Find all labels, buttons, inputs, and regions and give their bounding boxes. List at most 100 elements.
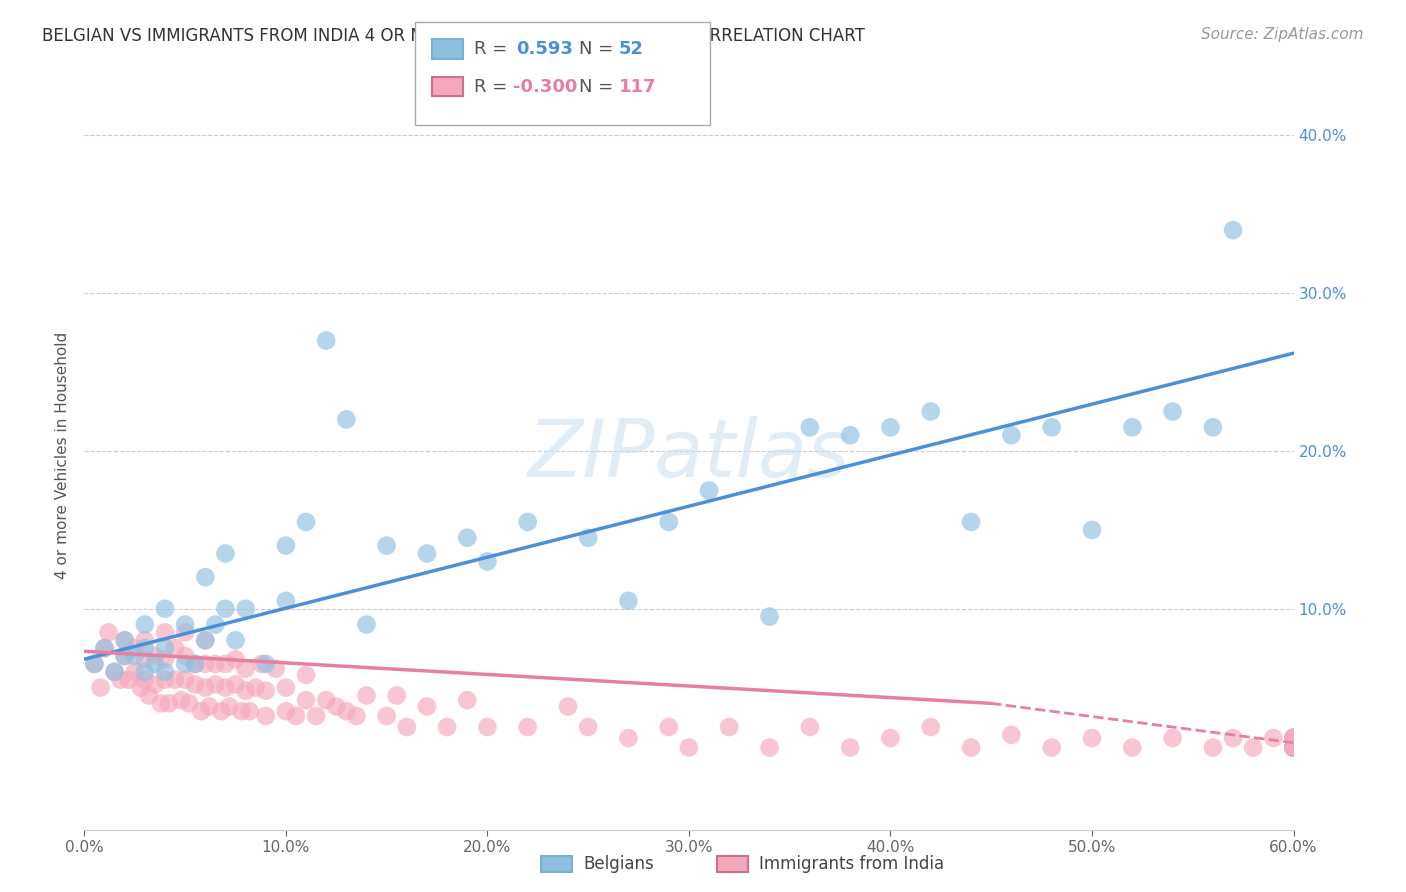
Point	[114, 648, 136, 663]
Point	[174, 617, 197, 632]
Point	[1161, 731, 1184, 745]
Point	[839, 428, 862, 442]
Point	[576, 531, 599, 545]
Point	[184, 657, 207, 671]
Point	[477, 554, 499, 568]
Point	[239, 704, 262, 718]
Point	[153, 673, 176, 687]
Point	[1081, 523, 1104, 537]
Point	[416, 699, 439, 714]
Point	[104, 665, 127, 679]
Point	[1282, 740, 1305, 755]
Point	[697, 483, 720, 498]
Text: 117: 117	[619, 78, 657, 95]
Point	[1282, 740, 1305, 755]
Point	[190, 704, 212, 718]
Point	[231, 704, 253, 718]
Point	[617, 731, 640, 745]
Point	[557, 699, 579, 714]
Point	[174, 673, 197, 687]
Point	[174, 625, 197, 640]
Point	[153, 665, 176, 679]
Point	[960, 515, 983, 529]
Point	[1282, 731, 1305, 745]
Point	[1161, 404, 1184, 418]
Text: 52: 52	[619, 40, 644, 58]
Point	[1282, 740, 1305, 755]
Point	[254, 709, 277, 723]
Point	[1282, 740, 1305, 755]
Point	[138, 689, 160, 703]
Point	[153, 652, 176, 666]
Point	[325, 699, 347, 714]
Point	[285, 709, 308, 723]
Point	[225, 633, 247, 648]
Point	[114, 633, 136, 648]
Point	[758, 609, 780, 624]
Point	[799, 720, 821, 734]
Point	[194, 633, 217, 648]
Point	[799, 420, 821, 434]
Point	[375, 709, 398, 723]
Text: R =: R =	[474, 40, 513, 58]
Point	[194, 681, 217, 695]
Point	[149, 697, 172, 711]
Point	[1282, 740, 1305, 755]
Point	[245, 681, 267, 695]
Point	[1040, 740, 1063, 755]
Point	[204, 617, 226, 632]
Point	[1040, 420, 1063, 434]
Point	[1282, 740, 1305, 755]
Point	[658, 515, 681, 529]
Point	[879, 420, 901, 434]
Point	[194, 570, 217, 584]
Point	[1282, 740, 1305, 755]
Point	[617, 594, 640, 608]
Point	[170, 693, 193, 707]
Point	[93, 641, 115, 656]
Point	[134, 652, 156, 666]
Point	[204, 657, 226, 671]
Text: Belgians: Belgians	[583, 855, 654, 873]
Point	[335, 704, 357, 718]
Point	[477, 720, 499, 734]
Point	[335, 412, 357, 426]
Text: Immigrants from India: Immigrants from India	[759, 855, 945, 873]
Point	[295, 668, 318, 682]
Point	[576, 720, 599, 734]
Point	[718, 720, 741, 734]
Point	[1000, 428, 1022, 442]
Point	[1202, 740, 1225, 755]
Point	[254, 683, 277, 698]
Point	[124, 665, 146, 679]
Point	[1282, 740, 1305, 755]
Point	[356, 689, 378, 703]
Point	[194, 657, 217, 671]
Text: ZIPatlas: ZIPatlas	[527, 416, 851, 494]
Point	[264, 662, 287, 676]
Point	[214, 547, 236, 561]
Point	[678, 740, 700, 755]
Point	[143, 648, 166, 663]
Point	[110, 673, 132, 687]
Point	[1222, 223, 1244, 237]
Point	[225, 652, 247, 666]
Point	[114, 648, 136, 663]
Point	[89, 681, 111, 695]
Point	[124, 648, 146, 663]
Point	[165, 673, 187, 687]
Point	[456, 531, 478, 545]
Point	[1282, 740, 1305, 755]
Point	[218, 699, 240, 714]
Point	[1282, 731, 1305, 745]
Point	[1282, 740, 1305, 755]
Point	[295, 515, 318, 529]
Point	[97, 625, 120, 640]
Point	[134, 633, 156, 648]
Point	[395, 720, 418, 734]
Point	[879, 731, 901, 745]
Point	[153, 625, 176, 640]
Point	[1282, 731, 1305, 745]
Point	[758, 740, 780, 755]
Point	[346, 709, 368, 723]
